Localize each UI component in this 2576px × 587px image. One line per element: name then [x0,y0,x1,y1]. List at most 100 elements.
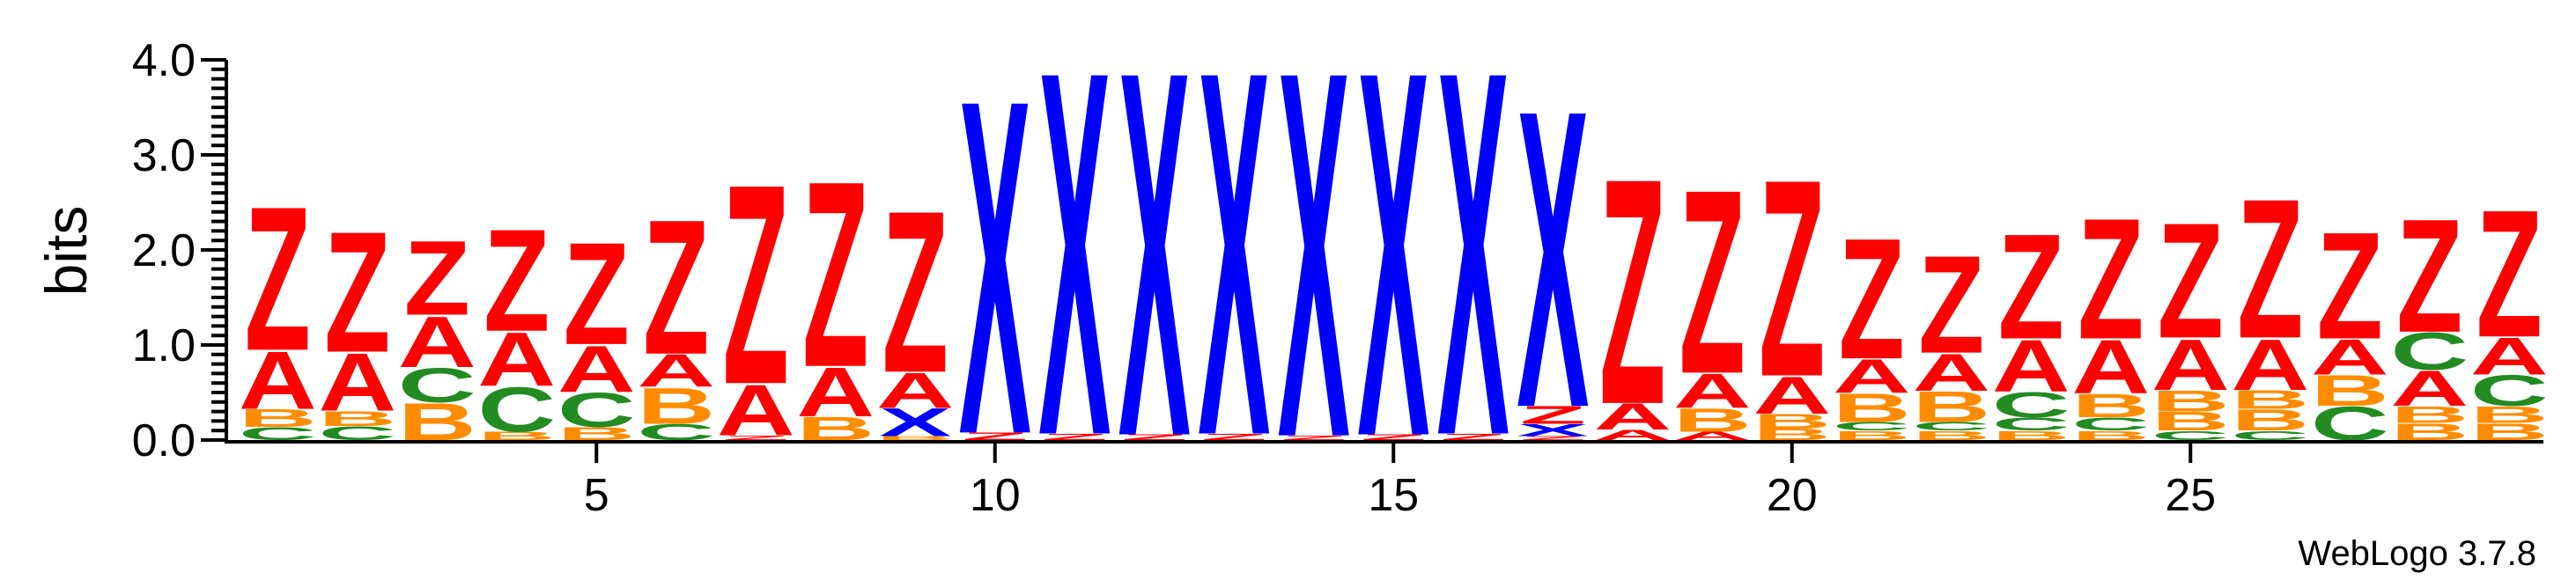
y-tick-label: 0.0 [132,415,196,466]
glyph-b-pos-28: B [2390,401,2469,428]
y-tick-label: 4.0 [132,35,196,86]
y-tick-label: 3.0 [132,130,196,181]
glyph-z-pos-17: Z [1520,436,1586,442]
glyph-b-pos-22: B [1912,428,1990,443]
glyph-b-pos-29: B [2470,401,2549,428]
glyph-z-pos-5: Z [564,212,630,375]
y-axis: 0.0 1.0 2.0 3.0 4.0 [132,35,228,466]
glyph-b-pos-1: B [239,404,317,432]
glyph-a-pos-26: A [2231,324,2309,406]
glyph-z-pos-17: Z [1520,401,1586,429]
glyph-b-pos-6: B [637,378,715,435]
glyph-c-pos-4: C [477,375,556,445]
glyph-a-pos-4: A [477,316,556,402]
glyph-b-pos-4: B [477,429,556,443]
glyph-a-pos-18: A [1593,396,1672,437]
glyph-c-pos-22: C [1912,420,1990,433]
glyph-b-pos-27: B [2311,366,2389,415]
glyph-z-pos-20: Z [1759,122,1825,436]
glyph-z-pos-16: Z [1440,432,1506,443]
x-axis: 5 10 15 20 25 [225,440,2543,521]
glyph-b-pos-24: B [2071,387,2150,424]
glyph-z-pos-2: Z [324,195,390,388]
glyph-a-pos-1: A [239,334,317,426]
glyph-b-pos-23: B [1992,428,2070,443]
glyph-b-pos-22: B [1912,382,1990,431]
glyph-a-pos-19: A [1673,429,1752,443]
glyph-x-pos-12: X [1118,0,1192,546]
glyph-z-pos-8: Z [802,125,868,422]
glyph-z-pos-12: Z [1121,433,1187,442]
glyph-b-pos-19: B [1673,402,1752,439]
glyph-b-pos-26: B [2231,403,2309,437]
glyph-z-pos-26: Z [2237,157,2303,379]
glyph-a-pos-5: A [557,332,636,406]
glyph-z-pos-15: Z [1361,433,1427,442]
glyph-z-pos-24: Z [2078,182,2144,375]
glyph-a-pos-28: A [2390,361,2469,417]
glyph-b-pos-9: B [876,436,955,442]
glyph-z-pos-28: Z [2396,186,2462,367]
glyph-z-pos-6: Z [643,179,709,394]
x-tick-label: 10 [970,470,1021,521]
glyph-z-pos-7: Z [723,434,789,441]
glyph-a-pos-20: A [1753,365,1831,425]
glyph-c-pos-23: C [1992,414,2070,435]
glyph-a-pos-24: A [2071,324,2150,410]
glyph-c-pos-3: C [398,358,476,413]
glyph-a-pos-22: A [1912,342,1990,402]
x-tick-label: 5 [584,470,609,521]
glyph-x-pos-15: X [1357,0,1430,546]
glyph-a-pos-19: A [1673,364,1752,419]
glyph-c-pos-25: C [2152,428,2230,443]
glyph-z-pos-25: Z [2158,188,2224,372]
x-tick-label: 15 [1368,470,1419,521]
glyph-z-pos-23: Z [1998,203,2064,371]
glyph-b-pos-25: B [2152,407,2230,437]
glyph-z-pos-3: Z [404,218,470,337]
y-tick-label: 1.0 [132,320,196,371]
glyph-z-pos-7: Z [723,125,789,444]
glyph-c-pos-29: C [2470,366,2549,415]
glyph-b-pos-20: B [1753,409,1831,433]
glyph-b-pos-21: B [1833,385,1911,430]
glyph-b-pos-21: B [1833,428,1911,443]
glyph-z-pos-21: Z [1839,202,1905,395]
glyph-a-pos-27: A [2311,329,2389,385]
glyph-a-pos-7: A [717,370,795,451]
glyph-c-pos-23: C [1992,385,2070,425]
glyph-x-pos-13: X [1198,0,1271,544]
glyph-a-pos-2: A [318,337,396,429]
glyph-a-pos-25: A [2152,324,2230,406]
glyph-c-pos-28: C [2390,321,2469,381]
glyph-z-pos-9: Z [882,163,948,421]
glyph-c-pos-5: C [557,383,636,437]
glyph-z-pos-11: Z [1042,432,1108,443]
glyph-b-pos-25: B [2152,384,2230,418]
glyph-a-pos-29: A [2470,327,2549,386]
glyph-z-pos-14: Z [1281,434,1347,441]
glyph-x-pos-17: X [1517,421,1589,440]
glyph-x-pos-11: X [1038,0,1111,544]
glyph-x-pos-17: X [1517,21,1590,496]
glyph-b-pos-24: B [2071,428,2150,443]
glyph-a-pos-18: A [1593,427,1672,444]
glyph-x-pos-9: X [879,400,951,445]
glyph-a-pos-9: A [876,363,955,419]
glyph-b-pos-2: B [318,407,396,430]
glyph-a-pos-8: A [796,353,875,431]
glyph-z-pos-13: Z [1201,432,1267,443]
glyph-z-pos-19: Z [1679,136,1746,429]
glyph-z-pos-4: Z [483,199,550,362]
y-tick-label: 2.0 [132,225,196,276]
glyph-z-pos-29: Z [2476,172,2543,376]
glyph-a-pos-3: A [398,301,476,383]
glyph-b-pos-5: B [557,423,636,444]
x-tick-label: 20 [1767,470,1818,521]
glyph-c-pos-21: C [1833,420,1911,433]
glyph-z-pos-1: Z [245,164,311,394]
glyph-z-pos-18: Z [1599,112,1665,472]
glyph-c-pos-24: C [2071,414,2150,435]
